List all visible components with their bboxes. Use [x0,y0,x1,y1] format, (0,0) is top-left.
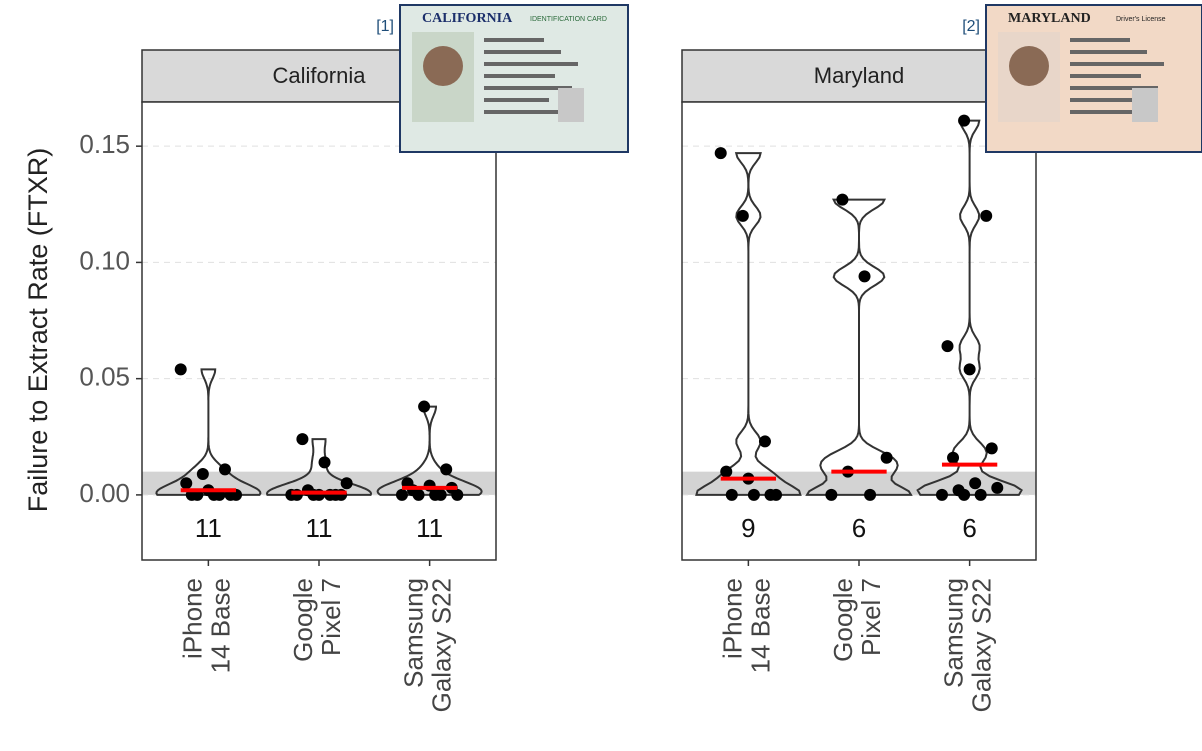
count-label: 6 [962,513,976,543]
card-text-line [484,38,544,42]
data-point [947,452,959,464]
data-point [341,477,353,489]
card-text-line [484,62,578,66]
data-point [964,363,976,375]
data-point [715,147,727,159]
x-tick-label: Galaxy S22 [427,578,457,712]
card-subheader: Driver's License [1116,16,1166,23]
card-text-line [1070,62,1164,66]
count-label: 11 [306,513,333,543]
data-point [720,466,732,478]
x-tick-label: 14 Base [205,578,235,673]
card-ref: [2] [962,18,980,35]
card-text-line [1070,38,1130,42]
x-tick-label: Google [828,578,858,662]
data-point [969,477,981,489]
x-tick-label: Samsung [399,578,429,688]
data-point [175,363,187,375]
y-tick-label: 0.00 [79,478,130,508]
card-ref: [1] [376,18,394,35]
data-point [197,468,209,480]
card-text-line [1070,98,1135,102]
count-label: 11 [195,513,222,543]
card-header: CALIFORNIA [422,11,513,26]
data-point [396,489,408,501]
card-header: MARYLAND [1008,11,1091,26]
data-point [319,456,331,468]
data-point [435,489,447,501]
facet-label: Maryland [814,63,904,88]
data-point [958,489,970,501]
x-tick-label: Galaxy S22 [967,578,997,712]
data-point [991,482,1003,494]
data-point [296,433,308,445]
y-axis-title: Failure to Extract Rate (FTXR) [23,148,53,513]
card-text-line [484,74,555,78]
card-photo-small [1132,88,1158,122]
x-tick-label: Google [288,578,318,662]
data-point [737,210,749,222]
x-tick-label: Pixel 7 [316,578,346,656]
x-tick-label: iPhone [177,578,207,659]
data-point [180,477,192,489]
card-face [1009,46,1049,86]
card-text-line [484,98,549,102]
data-point [770,489,782,501]
y-tick-label: 0.15 [79,129,130,159]
count-label: 11 [416,513,443,543]
x-tick-label: iPhone [717,578,747,659]
y-tick-label: 0.05 [79,362,130,392]
count-label: 6 [852,513,866,543]
facet-label: California [273,63,367,88]
card-face [423,46,463,86]
x-tick-label: 14 Base [745,578,775,673]
data-point [958,115,970,127]
data-point [864,489,876,501]
data-point [726,489,738,501]
x-tick-label: Pixel 7 [856,578,886,656]
card-text-line [1070,50,1147,54]
data-point [219,463,231,475]
data-point [825,489,837,501]
card-text-line [484,50,561,54]
data-point [748,489,760,501]
card-text-line [484,110,566,114]
data-point [418,401,430,413]
card-photo-small [558,88,584,122]
data-point [881,452,893,464]
data-point [936,489,948,501]
y-tick-label: 0.10 [79,245,130,275]
data-point [440,463,452,475]
x-tick-label: Samsung [939,578,969,688]
card-subheader: IDENTIFICATION CARD [530,16,607,23]
data-point [859,270,871,282]
data-point [759,435,771,447]
card-text-line [1070,74,1141,78]
data-point [451,489,463,501]
chart: Failure to Extract Rate (FTXR) Californi… [0,0,1202,751]
data-point [413,489,425,501]
data-point [980,210,992,222]
data-point [986,442,998,454]
data-point [836,194,848,206]
data-point [942,340,954,352]
count-label: 9 [741,513,755,543]
data-point [975,489,987,501]
